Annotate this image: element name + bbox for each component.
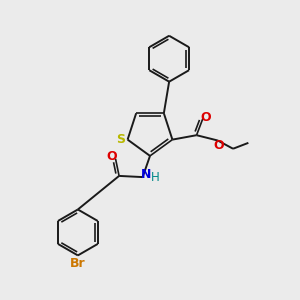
Text: O: O [201,111,211,124]
Text: Br: Br [70,257,86,270]
Text: N: N [140,168,151,181]
Text: S: S [117,133,126,146]
Text: O: O [213,139,224,152]
Text: O: O [106,150,117,163]
Text: H: H [151,171,159,184]
